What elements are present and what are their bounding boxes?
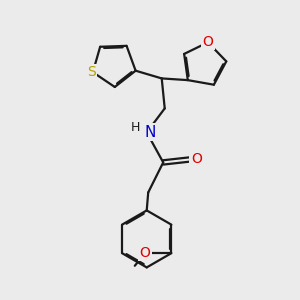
Text: O: O — [202, 35, 213, 49]
Text: O: O — [191, 152, 202, 167]
Text: S: S — [87, 65, 96, 79]
Text: O: O — [140, 246, 150, 260]
Text: H: H — [130, 121, 140, 134]
Text: N: N — [145, 125, 156, 140]
